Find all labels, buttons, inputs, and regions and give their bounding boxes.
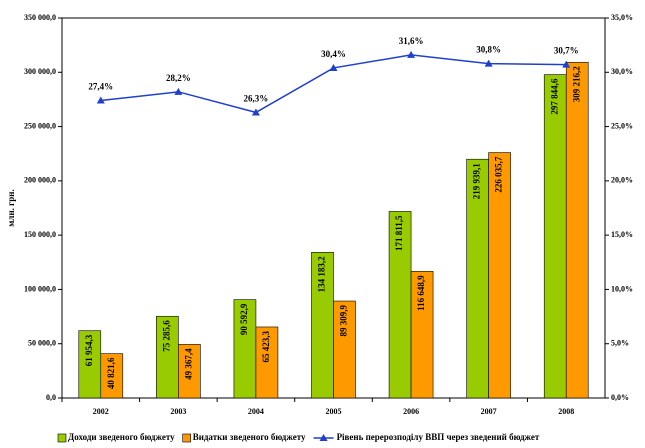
line-marker [96, 96, 105, 104]
bar [565, 61, 589, 399]
y-tick-label: 300 000,0 [24, 67, 56, 76]
line-value-label: 30,8% [476, 45, 501, 55]
y2-tick-label: 30,0% [611, 67, 633, 76]
line-marker [407, 50, 416, 58]
y2-tick-label: 10,0% [611, 284, 633, 293]
y2-tick-label: 0,0% [611, 393, 629, 402]
bar-value-label: 40 821,6 [106, 357, 116, 389]
bar [543, 74, 567, 399]
line-value-label: 26,3% [244, 94, 269, 104]
y2-tick-label: 35,0% [611, 13, 633, 22]
line-value-label: 30,4% [321, 49, 346, 59]
line-marker [329, 63, 338, 71]
line-marker [484, 59, 493, 67]
y-tick-label: 350 000,0 [24, 13, 56, 22]
legend-label: Видатки зведеного бюджету [193, 432, 306, 442]
legend-swatch [57, 433, 67, 443]
y2-tick-label: 5,0% [611, 339, 629, 348]
bar [100, 353, 124, 399]
bar-value-label: 309 216,2 [571, 66, 581, 103]
y-tick-label: 200 000,0 [24, 176, 56, 185]
bar-value-label: 75 285,6 [161, 320, 171, 352]
legend-marker [319, 434, 328, 441]
x-tick-label: 2004 [248, 407, 264, 416]
x-tick-label: 2006 [403, 407, 419, 416]
line-value-label: 30,7% [554, 46, 579, 56]
legend-label: Доходи зведеного бюджету [68, 432, 175, 442]
y2-tick-label: 15,0% [611, 230, 633, 239]
y-tick-label: 0,0 [46, 393, 56, 402]
bar-value-label: 61 954,3 [84, 334, 94, 366]
x-tick-label: 2005 [326, 407, 342, 416]
y-tick-label: 50 000,0 [28, 339, 56, 348]
bar-value-label: 49 367,4 [183, 348, 193, 380]
bar-value-label: 226 035,7 [494, 156, 504, 193]
line-value-label: 28,2% [166, 73, 191, 83]
x-tick-label: 2008 [558, 407, 574, 416]
line-marker [174, 87, 183, 95]
bar-value-label: 116 648,9 [416, 275, 426, 311]
line-value-label: 27,4% [88, 82, 113, 92]
y-tick-label: 100 000,0 [24, 284, 56, 293]
bar-value-label: 65 423,3 [261, 330, 271, 362]
bar-value-label: 297 844,6 [549, 78, 559, 115]
bar-value-label: 134 183,2 [317, 256, 327, 293]
x-tick-label: 2007 [481, 407, 497, 416]
x-tick-label: 2002 [93, 407, 109, 416]
y-tick-label: 250 000,0 [24, 121, 56, 130]
y-axis-label: млн. грн. [6, 189, 16, 226]
line-marker [251, 108, 260, 116]
legend-swatch [182, 433, 191, 443]
bar [333, 300, 356, 399]
bar [488, 152, 511, 399]
y-tick-label: 150 000,0 [24, 230, 56, 239]
line-marker [562, 60, 571, 68]
y2-tick-label: 20,0% [611, 176, 633, 185]
bar [178, 344, 201, 399]
line-value-label: 31,6% [399, 36, 424, 46]
bar-value-label: 90 592,9 [239, 303, 249, 335]
bar-value-label: 89 309,9 [339, 305, 349, 337]
x-tick-label: 2003 [170, 407, 186, 416]
line [100, 54, 567, 114]
bar [410, 271, 434, 399]
bar-value-label: 171 811,5 [394, 215, 404, 251]
legend-label: Рівень перерозподілу ВВП через зведений … [337, 432, 540, 442]
bar-value-label: 219 939,1 [472, 163, 482, 200]
bar [255, 326, 279, 399]
y2-tick-label: 25,0% [611, 121, 633, 130]
